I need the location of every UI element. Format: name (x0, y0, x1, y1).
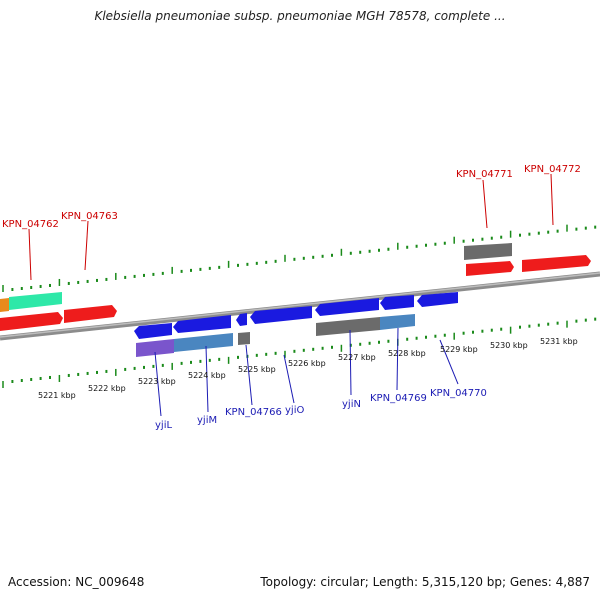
gene-orange-fwd[interactable] (0, 298, 9, 312)
connector-kpn04770 (439, 339, 459, 385)
forward-label-connectors (28, 173, 554, 281)
gene-label-yjim[interactable]: yjiM (197, 415, 217, 426)
gene-label-yjil[interactable]: yjiL (155, 420, 172, 431)
gene-label-kpn04763[interactable]: KPN_04763 (61, 211, 118, 222)
gene-red-fwd-3[interactable] (466, 261, 514, 276)
connector-kpn04762 (28, 228, 32, 281)
gene-label-kpn04772[interactable]: KPN_04772 (524, 164, 581, 175)
gene-red-fwd-1[interactable] (0, 312, 63, 331)
gene-label-yjin[interactable]: yjiN (342, 399, 361, 410)
connector-kpn04771 (482, 179, 488, 229)
gene-label-kpn04762[interactable]: KPN_04762 (2, 219, 59, 230)
kbp-label: 5228 kbp (388, 349, 426, 358)
kbp-label: 5227 kbp (338, 353, 376, 362)
gene-label-kpn04766[interactable]: KPN_04766 (225, 407, 282, 418)
connector-yjil (154, 351, 162, 417)
gene-label-kpn04771[interactable]: KPN_04771 (456, 169, 513, 180)
gene-blue-rev-2[interactable] (173, 315, 231, 333)
gene-label-kpn04770[interactable]: KPN_04770 (430, 388, 487, 399)
gene-red-fwd-2[interactable] (64, 305, 117, 323)
gene-teal-fwd[interactable] (9, 292, 62, 310)
connector-yjio (283, 354, 295, 404)
connector-yjin (349, 329, 352, 396)
gene-blue-rev-5[interactable] (315, 298, 379, 316)
gene-red-fwd-4[interactable] (522, 255, 591, 272)
gene-gray-rev-1[interactable] (238, 332, 250, 345)
kbp-label: 5230 kbp (490, 341, 528, 350)
gene-blue-rev-4[interactable] (250, 306, 312, 324)
gene-steel-rev-1[interactable] (174, 333, 233, 352)
reverse-tick-row (2, 317, 597, 388)
connector-kpn04769 (396, 327, 399, 391)
kbp-label: 5229 kbp (440, 345, 478, 354)
gene-blue-rev-3[interactable] (236, 313, 247, 326)
gene-blue-rev-1[interactable] (134, 323, 172, 339)
kbp-label: 5226 kbp (288, 359, 326, 368)
connector-yjim (205, 345, 209, 413)
accession-info: Accession: NC_009648 (8, 575, 145, 589)
map-title: Klebsiella pneumoniae subsp. pneumoniae … (94, 9, 506, 23)
connector-kpn04772 (550, 173, 554, 226)
kbp-label: 5223 kbp (138, 377, 176, 386)
kbp-label: 5225 kbp (238, 365, 276, 374)
gene-gray-fwd-1[interactable] (464, 243, 512, 260)
connector-kpn04766 (245, 344, 253, 406)
gene-blue-rev-6[interactable] (380, 295, 414, 310)
genome-backbone (0, 271, 600, 341)
kbp-label: 5222 kbp (88, 384, 126, 393)
gene-gray-rev-2[interactable] (316, 317, 380, 336)
kbp-label: 5231 kbp (540, 337, 578, 346)
reverse-label-connectors (154, 327, 459, 417)
gene-label-kpn04769[interactable]: KPN_04769 (370, 393, 427, 404)
gene-steel-rev-2[interactable] (380, 314, 415, 330)
kbp-label: 5224 kbp (188, 371, 226, 380)
forward-tick-row (2, 224, 597, 292)
topology-info: Topology: circular; Length: 5,315,120 bp… (260, 575, 590, 589)
gene-purple-rev[interactable] (136, 339, 174, 357)
connector-kpn04763 (84, 220, 89, 271)
kbp-label: 5221 kbp (38, 391, 76, 400)
gene-label-yjio[interactable]: yjiO (285, 405, 304, 416)
gene-blue-rev-7[interactable] (417, 292, 458, 307)
genome-backbone-highlight (0, 272, 600, 338)
